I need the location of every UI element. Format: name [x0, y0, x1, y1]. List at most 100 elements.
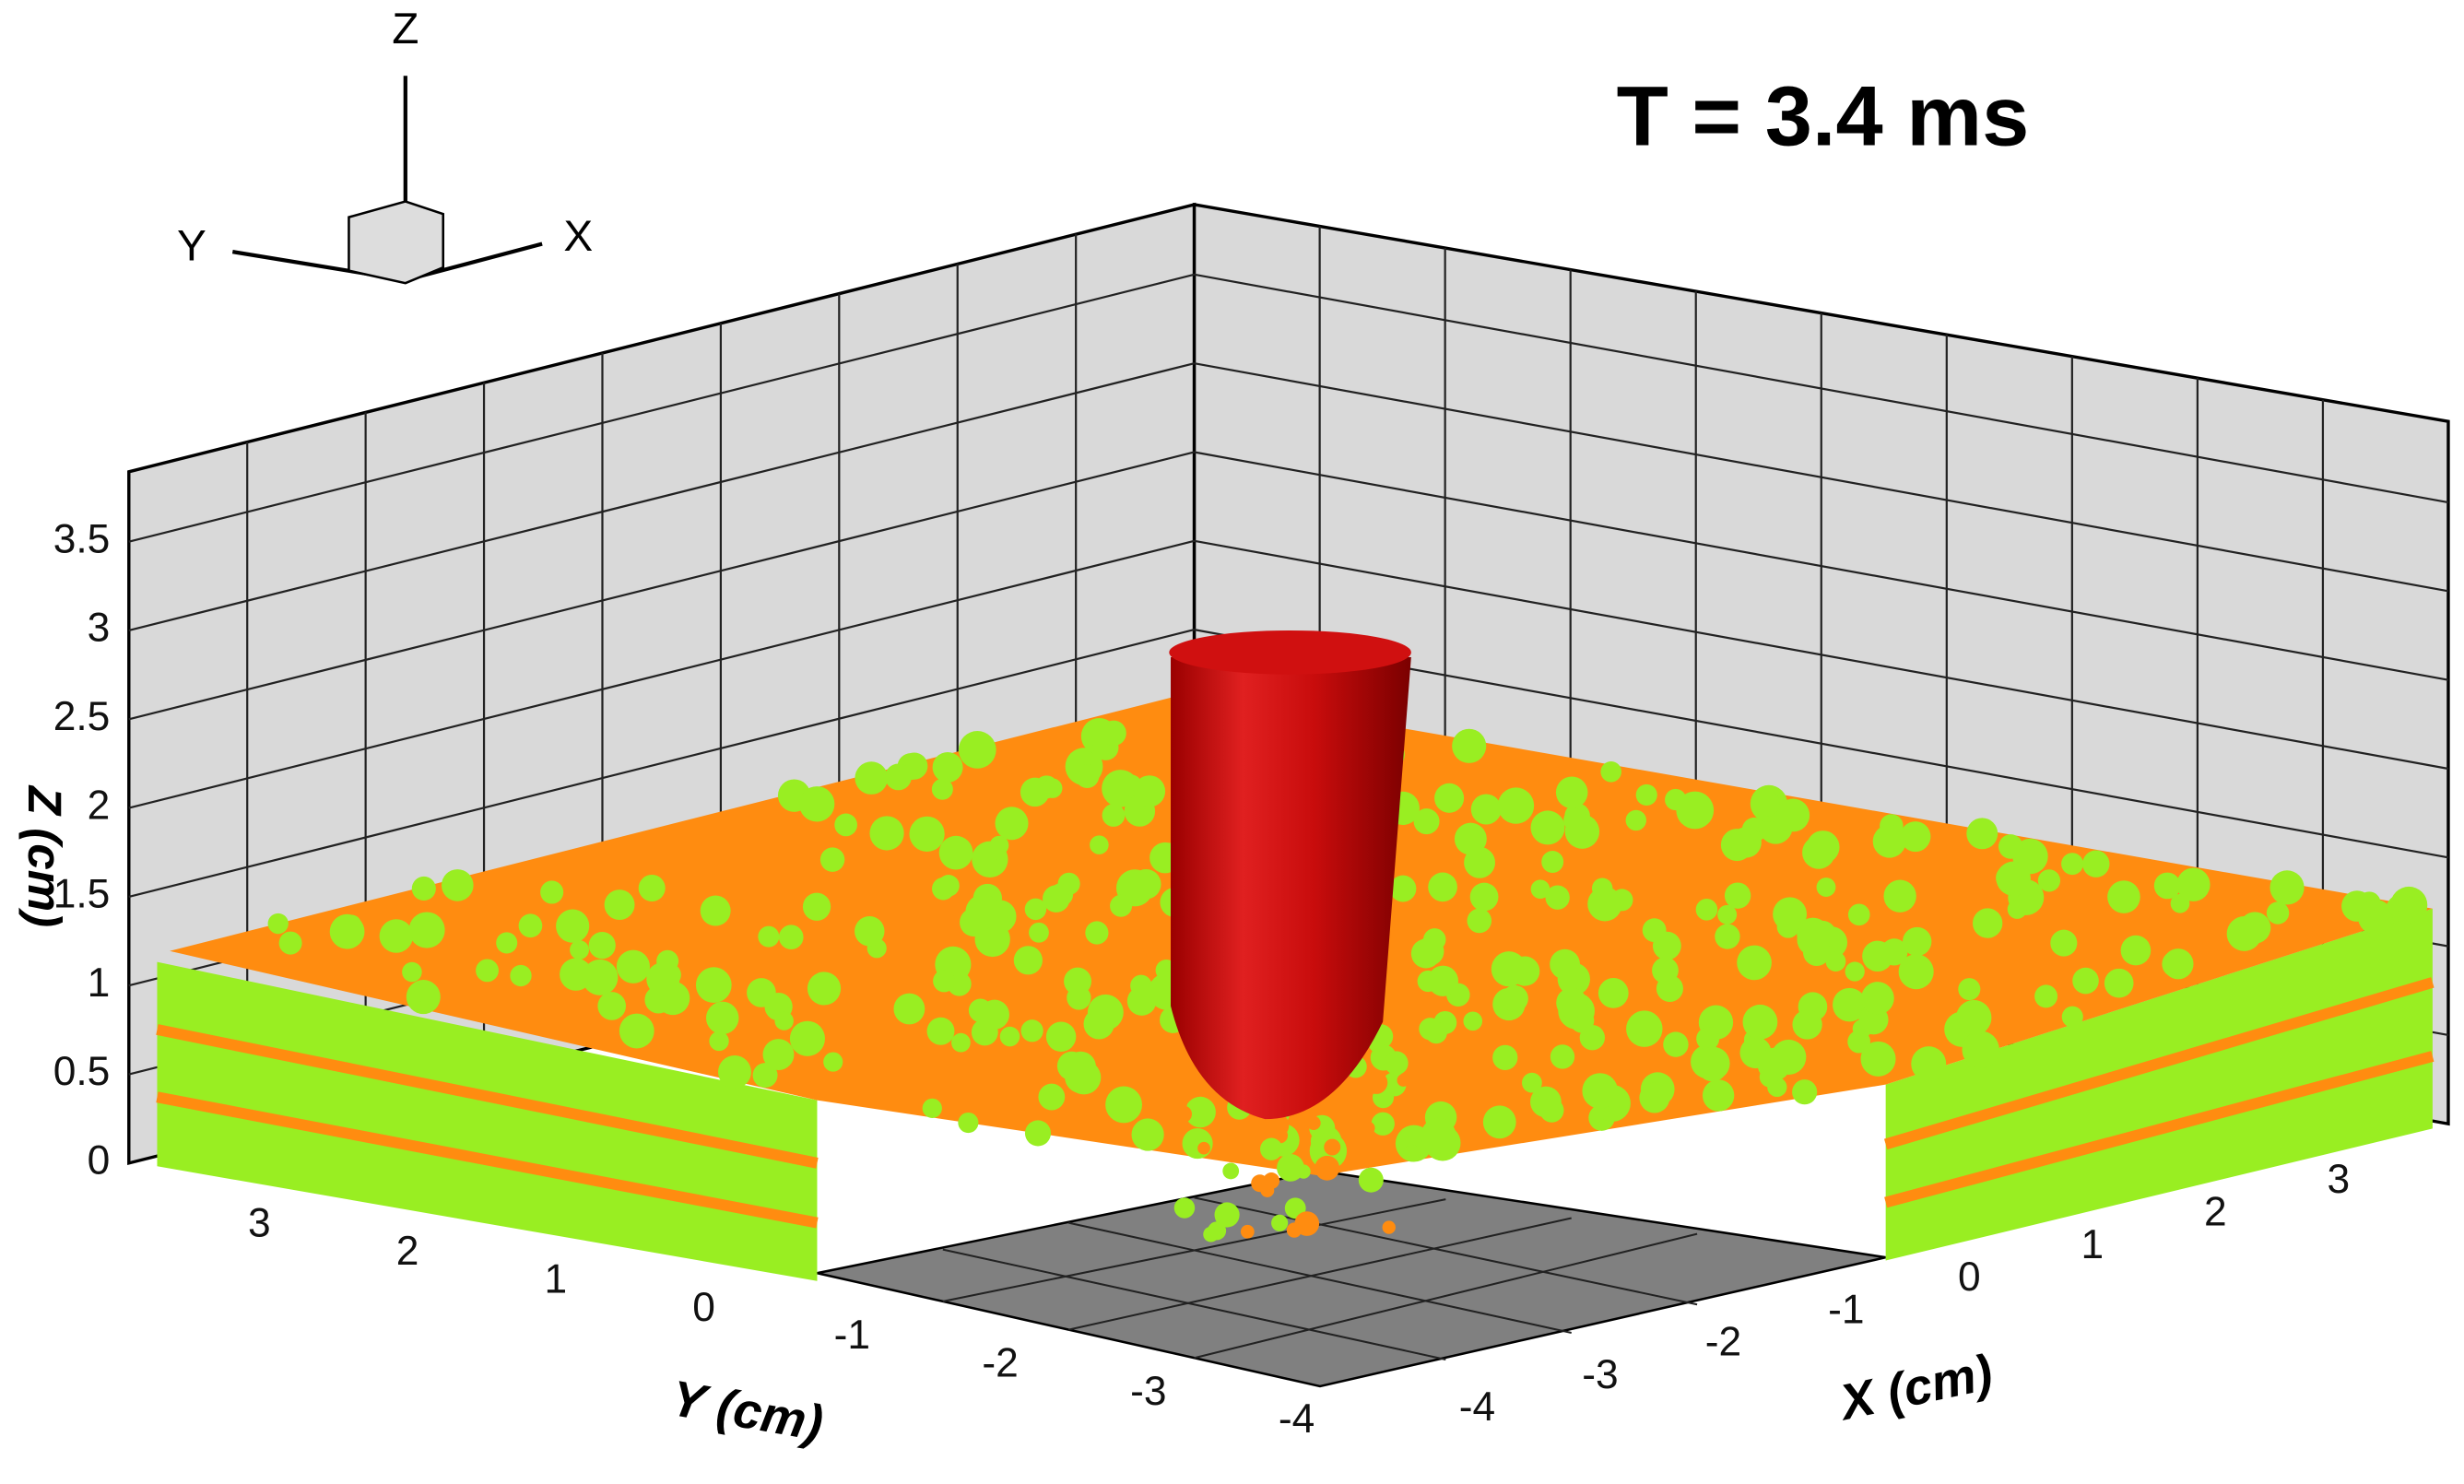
particle	[1469, 882, 1499, 912]
particle	[1767, 1077, 1787, 1098]
particle	[869, 816, 904, 851]
particle	[1752, 789, 1780, 818]
particle	[1550, 1044, 1575, 1069]
x-tick-label: -1	[1828, 1287, 1864, 1332]
particle	[2034, 984, 2058, 1008]
particle	[556, 909, 590, 943]
particle	[1792, 1009, 1822, 1040]
particle	[995, 807, 1029, 841]
particle	[1958, 978, 1981, 1001]
particle	[2176, 867, 2211, 901]
particle	[402, 961, 422, 983]
particle	[570, 940, 590, 960]
particle	[1696, 1046, 1730, 1080]
particle	[1911, 1046, 1947, 1082]
particle	[1101, 720, 1126, 747]
particle	[1389, 875, 1417, 902]
particle	[1742, 1004, 1778, 1040]
particle	[1966, 818, 1998, 850]
particle	[510, 964, 532, 987]
particle	[2061, 1006, 2083, 1028]
particle	[1173, 1097, 1187, 1112]
particle	[1776, 798, 1810, 832]
particle	[1625, 809, 1646, 831]
particle	[1029, 922, 1049, 943]
particle	[604, 889, 635, 921]
particle	[717, 1054, 751, 1089]
layer-stripe	[156, 1024, 819, 1169]
particle	[2266, 901, 2290, 925]
slab-face	[157, 961, 818, 1281]
particle	[893, 993, 925, 1025]
particle	[1464, 846, 1496, 878]
z-tick-label: 3	[88, 606, 111, 651]
particle	[1024, 898, 1047, 921]
particle	[1880, 938, 1908, 966]
particle	[1626, 1010, 1663, 1047]
particle	[1362, 1121, 1375, 1135]
particle	[1110, 894, 1133, 917]
particle	[2082, 850, 2110, 877]
particle	[1809, 920, 1836, 948]
particle	[1792, 1079, 1818, 1105]
particle	[2120, 935, 2152, 966]
particle	[1397, 1074, 1410, 1087]
z-tick-label: 1	[88, 960, 111, 1006]
projectile	[1169, 630, 1411, 1120]
z-tick-label: 2	[88, 783, 111, 828]
particle	[1582, 1073, 1619, 1109]
particle	[1715, 924, 1740, 949]
particle	[1403, 1144, 1421, 1162]
particle	[1240, 1224, 1255, 1239]
particle	[819, 847, 845, 872]
grid-line	[1194, 362, 2449, 593]
particle	[778, 925, 804, 950]
particle	[1452, 728, 1487, 763]
particle	[2107, 880, 2140, 913]
particle	[1816, 877, 1836, 897]
particle	[1522, 1072, 1542, 1093]
particle	[823, 1052, 843, 1072]
particle	[855, 761, 889, 795]
particle	[1214, 1202, 1240, 1228]
particle	[1955, 999, 1992, 1036]
particle	[1600, 761, 1621, 783]
particle	[1860, 1041, 1896, 1077]
particle	[1541, 851, 1564, 873]
particle	[1597, 978, 1629, 1008]
triad-box	[348, 200, 445, 285]
particle	[1491, 951, 1527, 987]
particle	[518, 913, 543, 938]
particle	[1043, 778, 1063, 798]
particle	[1315, 1155, 1340, 1181]
particle	[411, 876, 436, 901]
particle	[1197, 1141, 1210, 1155]
particle	[1382, 1220, 1396, 1234]
particle	[1545, 885, 1570, 910]
cylinder	[1171, 656, 1411, 1120]
particle	[1085, 921, 1109, 945]
y-tick-label: 3	[248, 1201, 271, 1246]
particle	[1222, 1162, 1240, 1180]
particle	[1203, 1226, 1220, 1243]
particle	[747, 978, 776, 1007]
particle	[802, 892, 831, 921]
particle	[638, 874, 666, 901]
x-tick-label: 3	[2327, 1157, 2350, 1202]
particle	[1467, 908, 1492, 934]
particle	[1996, 865, 2022, 890]
particle	[1847, 903, 1870, 926]
particle	[1271, 1214, 1289, 1231]
floor-grid-line	[942, 1248, 1446, 1360]
particle	[1635, 783, 1657, 807]
particle	[1260, 1137, 1283, 1160]
cylinder-top	[1169, 630, 1411, 675]
particle	[774, 1011, 794, 1031]
particle	[789, 1020, 826, 1056]
particle	[582, 959, 619, 995]
y-tick-label: 1	[544, 1256, 567, 1301]
particle	[1656, 974, 1683, 1003]
particle	[1737, 945, 1772, 981]
grid-line	[128, 451, 1195, 721]
particle	[1364, 1071, 1388, 1094]
